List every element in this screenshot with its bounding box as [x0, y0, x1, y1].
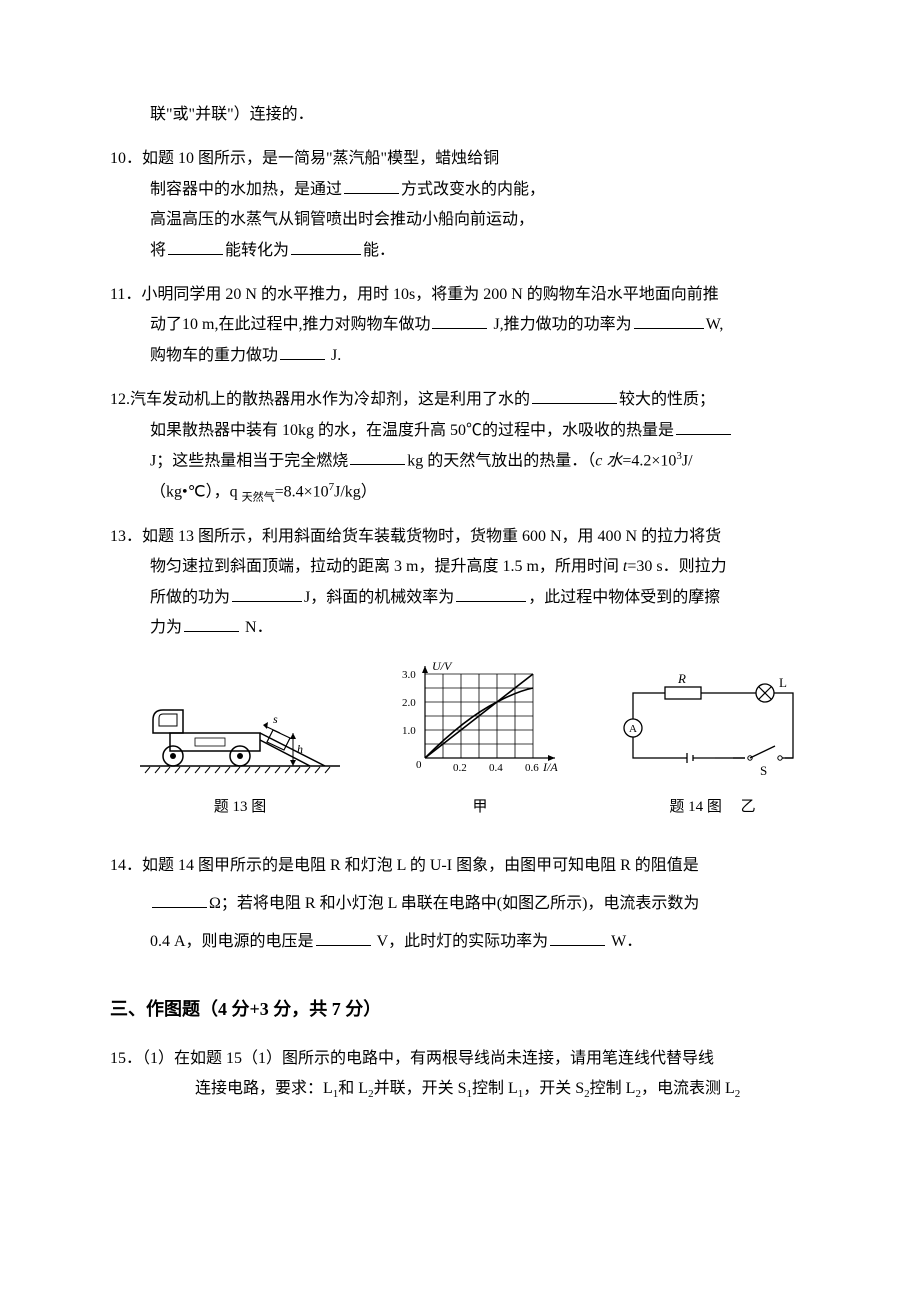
- q13-l3a: 所做的功为: [150, 589, 230, 606]
- svg-text:I/A: I/A: [542, 760, 558, 774]
- q12: 12.汽车发动机上的散热器用水作为冷却剂，这是利用了水的 较大的性质； 如果散热器…: [110, 385, 810, 508]
- figure-14-jia: U/V I/A 3.0 2.0 1.0 0 0.2 0.4 0.6 甲: [390, 658, 570, 822]
- q13-l3b: J，斜面的机械效率为: [304, 589, 454, 606]
- q15-l2-wrap: 连接电路，要求：L1和 L2并联，开关 S1控制 L1，开关 S2控制 L2，电…: [110, 1074, 810, 1105]
- q13-l1: 13．如题 13 图所示，利用斜面给货车装载货物时，货物重 600 N，用 40…: [110, 528, 721, 545]
- blank: [432, 311, 487, 329]
- q11-l3b: J.: [327, 347, 341, 364]
- blank: [676, 417, 731, 435]
- c-water: c 水: [595, 452, 622, 469]
- q10-l3: 高温高压的水蒸气从铜管喷出时会推动小船向前运动，: [150, 211, 534, 228]
- q12-l3d: J/: [682, 452, 693, 469]
- q15-l2e: ，开关 S: [523, 1080, 584, 1097]
- svg-text:s: s: [273, 712, 278, 726]
- q13-l2a: 物匀速拉到斜面顶端，拉动的距离 3 m，提升高度 1.5 m，所用时间: [150, 558, 623, 575]
- q10: 10．如题 10 图所示，是一简易"蒸汽船"模型，蜡烛给铜 制容器中的水加热，是…: [110, 144, 810, 266]
- q14: 14．如题 14 图甲所示的是电阻 R 和灯泡 L 的 U-I 图象，由图甲可知…: [110, 847, 810, 962]
- q14-l3c: W．: [607, 933, 642, 950]
- q13-l4b: N．: [241, 619, 273, 636]
- svg-text:S: S: [760, 763, 767, 778]
- blank: [550, 928, 605, 946]
- q10-l2a: 制容器中的水加热，是通过: [150, 181, 342, 198]
- truck-ramp-icon: s h: [135, 678, 345, 783]
- svg-text:A: A: [629, 723, 637, 735]
- q10-l4a: 将: [150, 242, 166, 259]
- svg-text:0.2: 0.2: [453, 762, 467, 774]
- blank: [232, 584, 302, 602]
- q10-l4c: 能．: [363, 242, 395, 259]
- svg-text:0.4: 0.4: [489, 762, 503, 774]
- q12-l3c: =4.2×10: [622, 452, 676, 469]
- blank: [184, 614, 239, 632]
- svg-text:0.6: 0.6: [525, 762, 539, 774]
- svg-text:3.0: 3.0: [402, 669, 416, 681]
- figures-row: s h 题 13 图: [110, 658, 810, 822]
- q13-l4a: 力为: [150, 619, 182, 636]
- q14-l1: 14．如题 14 图甲所示的是电阻 R 和灯泡 L 的 U-I 图象，由图甲可知…: [110, 857, 699, 874]
- blank: [280, 342, 325, 360]
- q10-l2b: 方式改变水的内能，: [401, 181, 545, 198]
- q11-l2b: J,推力做功的功率为: [489, 316, 631, 333]
- q12-l4a: （kg•℃），q: [150, 483, 242, 500]
- section-3-title: 三、作图题（4 分+3 分，共 7 分）: [110, 992, 810, 1026]
- q13-l3c: ，此过程中物体受到的摩擦: [528, 589, 720, 606]
- q11-l3a: 购物车的重力做功: [150, 347, 278, 364]
- blank: [456, 584, 526, 602]
- q14-l2a: Ω；若将电阻 R 和小灯泡 L 串联在电路中(如图乙所示)，电流表示数为: [209, 895, 699, 912]
- q13: 13．如题 13 图所示，利用斜面给货车装载货物时，货物重 600 N，用 40…: [110, 522, 810, 644]
- q14-l3b: V，此时灯的实际功率为: [373, 933, 549, 950]
- circuit-icon: R L A S: [615, 673, 810, 783]
- q14-l3a: 0.4 A，则电源的电压是: [150, 933, 314, 950]
- q10-l1: 10．如题 10 图所示，是一简易"蒸汽船"模型，蜡烛给铜: [110, 150, 499, 167]
- svg-text:U/V: U/V: [432, 659, 453, 673]
- sub2d: 2: [735, 1089, 741, 1101]
- q10-l4b: 能转化为: [225, 242, 289, 259]
- q12-l1b: 较大的性质；: [619, 391, 715, 408]
- q15-l2a: 连接电路，要求：L: [195, 1080, 333, 1097]
- q15-l1: 15．（1）在如题 15（1）图所示的电路中，有两根导线尚未连接，请用笔连线代替…: [110, 1050, 714, 1067]
- ui-graph-icon: U/V I/A 3.0 2.0 1.0 0 0.2 0.4 0.6: [390, 658, 570, 783]
- figure-13: s h 题 13 图: [135, 678, 345, 822]
- q15-l2d: 控制 L: [472, 1080, 518, 1097]
- q9-tail-text: 联"或"并联"）连接的．: [150, 106, 314, 123]
- figure-14-jia-caption: 甲: [390, 793, 570, 822]
- q12-l3b: kg 的天然气放出的热量．（: [407, 452, 595, 469]
- q15-l2c: 并联，开关 S: [374, 1080, 467, 1097]
- blank: [634, 311, 704, 329]
- q12-l4b: =8.4×10: [275, 483, 329, 500]
- q15-l1-wrap: 15．（1）在如题 15（1）图所示的电路中，有两根导线尚未连接，请用笔连线代替…: [110, 1044, 810, 1074]
- q11-l2a: 动了10 m,在此过程中,推力对购物车做功: [150, 316, 430, 333]
- q11-l2c: W,: [706, 316, 724, 333]
- q15-l2b: 和 L: [338, 1080, 368, 1097]
- blank: [152, 890, 207, 908]
- q12-l3a: J；这些热量相当于完全燃烧: [150, 452, 348, 469]
- svg-text:0: 0: [416, 759, 422, 771]
- blank: [291, 237, 361, 255]
- q12-l4c: J/kg）: [334, 483, 377, 500]
- blank: [350, 447, 405, 465]
- q12-l2a: 如果散热器中装有 10kg 的水，在温度升高 50℃的过程中，水吸收的热量是: [150, 422, 674, 439]
- q15-l2g: ，电流表测 L: [641, 1080, 735, 1097]
- q9-tail: 联"或"并联"）连接的．: [110, 100, 810, 130]
- q13-l2b: =30 s．则拉力: [627, 558, 726, 575]
- svg-text:R: R: [677, 673, 686, 686]
- blank: [168, 237, 223, 255]
- figure-14-caption: 题 14 图 乙: [615, 793, 810, 822]
- svg-text:h: h: [297, 742, 303, 756]
- figure-13-caption: 题 13 图: [135, 793, 345, 822]
- q15: 15．（1）在如题 15（1）图所示的电路中，有两根导线尚未连接，请用笔连线代替…: [110, 1044, 810, 1105]
- q11-l1: 11．小明同学用 20 N 的水平推力，用时 10s，将重为 200 N 的购物…: [110, 286, 719, 303]
- svg-text:1.0: 1.0: [402, 725, 416, 737]
- q15-l2f: 控制 L: [590, 1080, 636, 1097]
- gas-sub: 天然气: [242, 491, 275, 503]
- q12-l1a: 12.汽车发动机上的散热器用水作为冷却剂，这是利用了水的: [110, 391, 530, 408]
- svg-text:L: L: [779, 675, 787, 690]
- blank: [532, 386, 617, 404]
- q11: 11．小明同学用 20 N 的水平推力，用时 10s，将重为 200 N 的购物…: [110, 280, 810, 371]
- blank: [316, 928, 371, 946]
- svg-text:2.0: 2.0: [402, 697, 416, 709]
- blank: [344, 176, 399, 194]
- figure-14-yi: R L A S 题 14 图 乙: [615, 673, 810, 822]
